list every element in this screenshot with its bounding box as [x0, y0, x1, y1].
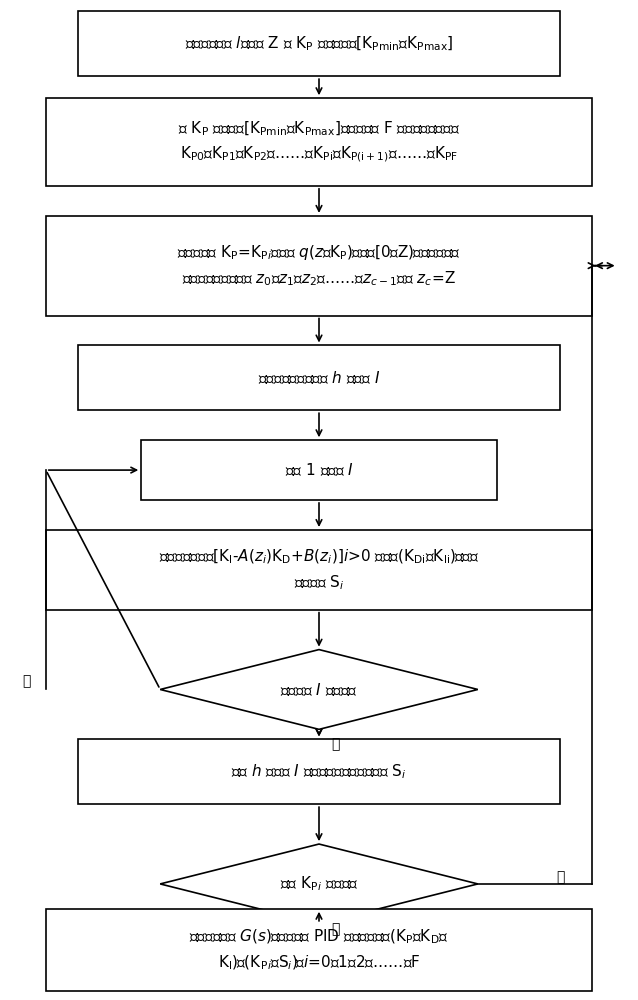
Text: 是: 是	[332, 922, 340, 936]
Text: 否: 否	[556, 870, 565, 884]
Text: 计算 $h$ 组集合 $I$ 所对应的稳定区间的并集 S$_i$: 计算 $h$ 组集合 $I$ 所对应的稳定区间的并集 S$_i$	[231, 762, 407, 781]
Text: 选取足够大的 $l$，确定 Z 和 K$_\mathrm{P}$ 的分布范围[K$_\mathrm{Pmin}$，K$_\mathrm{Pmax}$]: 选取足够大的 $l$，确定 Z 和 K$_\mathrm{P}$ 的分布范围[K…	[185, 35, 453, 53]
FancyBboxPatch shape	[46, 530, 592, 610]
Text: 将 K$_\mathrm{P}$ 分布范围[K$_\mathrm{Pmin}$，K$_\mathrm{Pmax}$]等间隔分为 F 段，间隔点分别为
K$_\m: 将 K$_\mathrm{P}$ 分布范围[K$_\mathrm{Pmin}$，…	[178, 120, 460, 164]
FancyBboxPatch shape	[78, 11, 560, 76]
Text: 是: 是	[332, 737, 340, 751]
Text: 所有 K$_\mathrm{P}$$_i$ 已遍历？: 所有 K$_\mathrm{P}$$_i$ 已遍历？	[279, 875, 359, 893]
Polygon shape	[160, 844, 478, 924]
Polygon shape	[160, 650, 478, 729]
Text: 否: 否	[22, 674, 31, 688]
Text: 能够确保系统 $G$($s$)稳定的时滞 PID 参数分布范围(K$_\mathrm{P}$，K$_\mathrm{D}$，
K$_\mathrm{I}$)为(: 能够确保系统 $G$($s$)稳定的时滞 PID 参数分布范围(K$_\math…	[189, 928, 449, 972]
Text: 对于给定的 K$_\mathrm{P}$=K$_\mathrm{P}$$_i$，计算 $q$($z$，K$_\mathrm{P}$)在区间[0，Z)内不同的实零: 对于给定的 K$_\mathrm{P}$=K$_\mathrm{P}$$_i$，…	[177, 243, 461, 288]
Text: 选取 1 组集合 $I$: 选取 1 组集合 $I$	[285, 462, 353, 478]
Text: 计算由不等式组[K$_\mathrm{I}$-$A$($z_i$)K$_\mathrm{D}$+$B$($z_i$)]$i$>0 确定的(K$_\mathrm{: 计算由不等式组[K$_\mathrm{I}$-$A$($z_i$)K$_\mat…	[159, 548, 479, 592]
Text: 确定满足稳定要求的 $h$ 组集合 $I$: 确定满足稳定要求的 $h$ 组集合 $I$	[258, 369, 380, 386]
FancyBboxPatch shape	[46, 216, 592, 316]
Text: 所有集合 $I$ 已遍历？: 所有集合 $I$ 已遍历？	[280, 681, 358, 698]
FancyBboxPatch shape	[46, 909, 592, 991]
FancyBboxPatch shape	[78, 345, 560, 410]
FancyBboxPatch shape	[78, 739, 560, 804]
FancyBboxPatch shape	[141, 440, 497, 500]
FancyBboxPatch shape	[46, 98, 592, 186]
